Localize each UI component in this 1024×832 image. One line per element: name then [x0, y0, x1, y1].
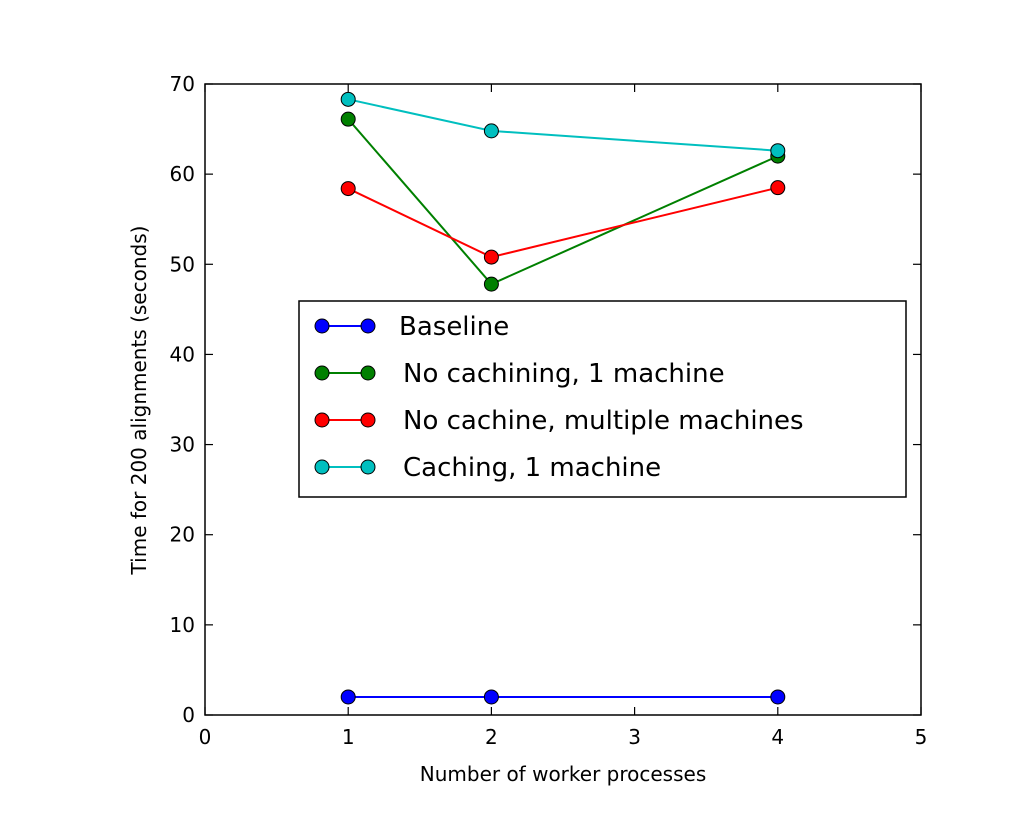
data-point — [483, 276, 499, 292]
legend-label: No cachining, 1 machine — [403, 359, 725, 389]
legend-frame — [298, 300, 907, 498]
data-point — [770, 689, 786, 705]
legend-label: Caching, 1 machine — [403, 453, 661, 483]
data-point — [483, 689, 499, 705]
series-3 — [340, 91, 786, 159]
series-layer — [340, 91, 786, 705]
data-point — [770, 143, 786, 159]
legend-label: Baseline — [399, 312, 509, 342]
legend-marker — [314, 365, 330, 381]
legend-marker — [314, 459, 330, 475]
x-tick-label: 2 — [485, 725, 498, 749]
x-tick-label: 4 — [771, 725, 784, 749]
legend-label: No cachine, multiple machines — [403, 406, 804, 436]
series-2 — [340, 180, 786, 265]
legend-item: Caching, 1 machine — [314, 453, 661, 483]
y-tick-label: 60 — [170, 162, 195, 186]
x-tick-label: 1 — [342, 725, 355, 749]
data-point — [340, 111, 356, 127]
legend-item: No cachining, 1 machine — [314, 359, 725, 389]
data-point — [483, 249, 499, 265]
data-point — [770, 180, 786, 196]
legend-marker — [360, 459, 376, 475]
legend-marker — [314, 318, 330, 334]
data-point — [340, 91, 356, 107]
data-point — [483, 123, 499, 139]
plot-frame — [204, 83, 922, 716]
legend: Baseline No cachining, 1 machine No cachin… — [298, 300, 907, 498]
legend-marker — [360, 412, 376, 428]
legend-marker — [360, 318, 376, 334]
y-tick-label: 0 — [182, 703, 195, 727]
y-tick-label: 50 — [170, 252, 195, 276]
x-tick-label: 5 — [915, 725, 928, 749]
legend-item: No cachine, multiple machines — [314, 406, 804, 436]
x-axis-label: Number of worker processes — [420, 762, 706, 786]
y-tick-label: 10 — [170, 613, 195, 637]
y-tick-label: 40 — [170, 342, 195, 366]
legend-item: Baseline — [314, 312, 509, 342]
legend-marker — [314, 412, 330, 428]
y-tick-label: 70 — [170, 72, 195, 96]
y-axis-label: Time for 200 alignments (seconds) — [127, 226, 151, 576]
y-tick-label: 20 — [170, 523, 195, 547]
y-tick-label: 30 — [170, 433, 195, 457]
data-point — [340, 181, 356, 197]
x-tick-label: 0 — [199, 725, 212, 749]
data-point — [340, 689, 356, 705]
x-tick-label: 3 — [628, 725, 641, 749]
legend-marker — [360, 365, 376, 381]
series-0 — [340, 689, 786, 705]
